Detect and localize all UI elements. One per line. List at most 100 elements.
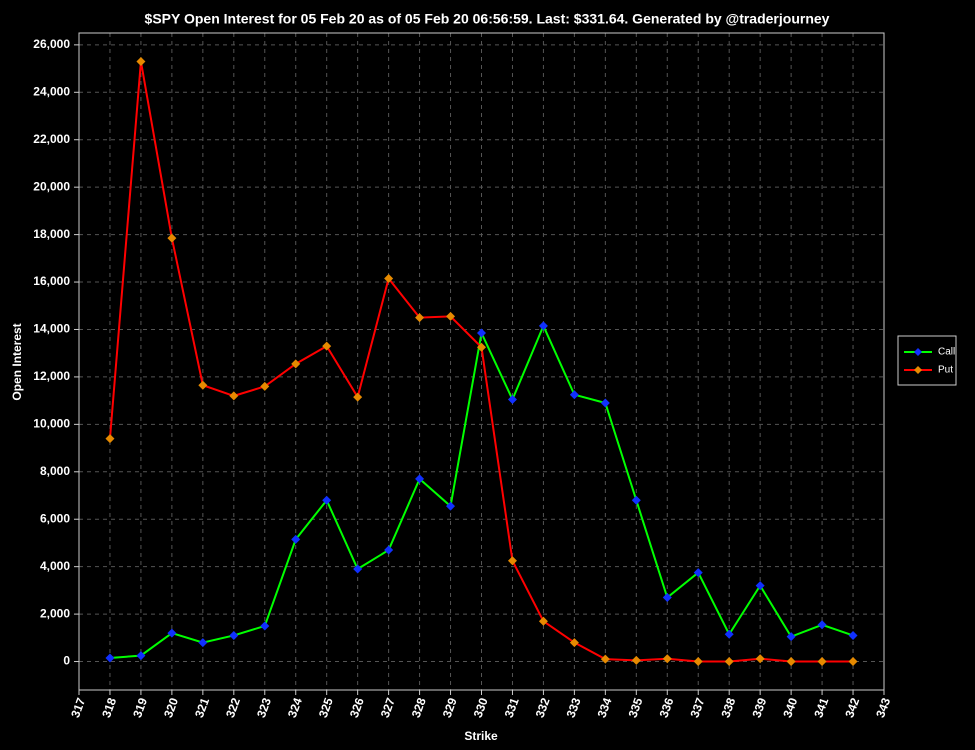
point-marker: [384, 273, 394, 283]
x-tick-label: 324: [285, 696, 305, 720]
x-tick-label: 335: [626, 696, 646, 720]
point-marker: [817, 657, 827, 667]
point-marker: [167, 233, 177, 243]
x-tick-label: 336: [656, 696, 676, 720]
point-marker: [662, 592, 672, 602]
point-marker: [755, 654, 765, 664]
x-tick-label: 321: [192, 696, 212, 720]
point-marker: [631, 655, 641, 665]
x-tick-label: 330: [471, 696, 491, 720]
x-tick-label: 322: [223, 696, 243, 720]
y-tick-label: 20,000: [33, 179, 70, 193]
point-marker: [662, 654, 672, 664]
point-marker: [136, 651, 146, 661]
point-marker: [446, 501, 456, 511]
point-marker: [291, 359, 301, 369]
point-marker: [786, 632, 796, 642]
y-tick-label: 26,000: [33, 37, 70, 51]
legend-marker: [914, 366, 922, 374]
point-marker: [600, 654, 610, 664]
point-marker: [415, 313, 425, 323]
x-tick-label: 337: [687, 696, 707, 720]
point-marker: [415, 474, 425, 484]
point-marker: [600, 398, 610, 408]
point-marker: [817, 620, 827, 630]
x-tick-label: 343: [873, 696, 893, 720]
y-tick-label: 6,000: [40, 511, 70, 525]
point-marker: [724, 657, 734, 667]
legend-label: Put: [938, 365, 953, 376]
legend-box: [897, 335, 957, 386]
point-marker: [538, 616, 548, 626]
y-tick-label: 24,000: [33, 84, 70, 98]
x-tick-label: 340: [780, 696, 800, 720]
point-marker: [105, 653, 115, 663]
point-marker: [693, 568, 703, 578]
x-tick-label: 341: [811, 696, 831, 720]
point-marker: [322, 341, 332, 351]
point-marker: [291, 534, 301, 544]
point-marker: [569, 390, 579, 400]
point-marker: [260, 621, 270, 631]
y-tick-label: 12,000: [33, 369, 70, 383]
x-tick-label: 318: [99, 696, 119, 720]
x-tick-label: 319: [130, 696, 150, 720]
y-axis-label: Open Interest: [10, 323, 24, 400]
point-marker: [538, 321, 548, 331]
x-tick-label: 338: [718, 696, 738, 720]
point-marker: [477, 328, 486, 338]
x-tick-label: 327: [378, 696, 398, 720]
y-tick-label: 14,000: [33, 322, 70, 336]
x-axis-label: Strike: [464, 729, 498, 743]
point-marker: [507, 394, 517, 404]
point-marker: [693, 657, 703, 667]
x-tick-label: 342: [842, 696, 862, 720]
x-tick-label: 333: [564, 696, 584, 720]
point-marker: [229, 391, 239, 401]
point-marker: [631, 495, 641, 505]
point-marker: [507, 556, 517, 566]
plot-border: [78, 32, 885, 691]
y-tick-label: 0: [63, 654, 70, 668]
point-marker: [198, 638, 208, 648]
x-tick-label: 323: [254, 696, 274, 720]
point-marker: [384, 545, 394, 555]
point-marker: [446, 311, 456, 321]
x-tick-label: 317: [68, 696, 88, 720]
x-tick-label: 325: [316, 696, 336, 720]
x-tick-label: 328: [409, 696, 429, 720]
point-marker: [724, 629, 734, 639]
y-tick-label: 2,000: [40, 606, 70, 620]
x-tick-label: 320: [161, 696, 181, 720]
point-marker: [569, 638, 579, 648]
point-marker: [198, 380, 208, 390]
y-tick-label: 4,000: [40, 559, 70, 573]
chart-title: $SPY Open Interest for 05 Feb 20 as of 0…: [145, 11, 830, 27]
point-marker: [848, 657, 858, 667]
point-marker: [136, 56, 146, 66]
x-tick-label: 329: [440, 696, 460, 720]
legend-marker: [914, 348, 922, 356]
y-tick-label: 18,000: [33, 227, 70, 241]
y-tick-label: 10,000: [33, 417, 70, 431]
point-marker: [322, 495, 332, 505]
point-marker: [786, 657, 796, 667]
y-tick-label: 16,000: [33, 274, 70, 288]
point-marker: [105, 434, 115, 444]
y-tick-label: 8,000: [40, 464, 70, 478]
point-marker: [477, 342, 486, 352]
x-tick-label: 339: [749, 696, 769, 720]
point-marker: [353, 564, 363, 574]
point-marker: [848, 630, 858, 640]
point-marker: [167, 628, 177, 638]
point-marker: [353, 392, 363, 402]
point-marker: [755, 581, 765, 591]
legend-label: Call: [938, 347, 955, 358]
y-tick-label: 22,000: [33, 132, 70, 146]
x-tick-label: 326: [347, 696, 367, 720]
x-tick-label: 332: [533, 696, 553, 720]
point-marker: [229, 630, 239, 640]
point-marker: [260, 381, 270, 391]
x-tick-label: 334: [595, 696, 615, 720]
